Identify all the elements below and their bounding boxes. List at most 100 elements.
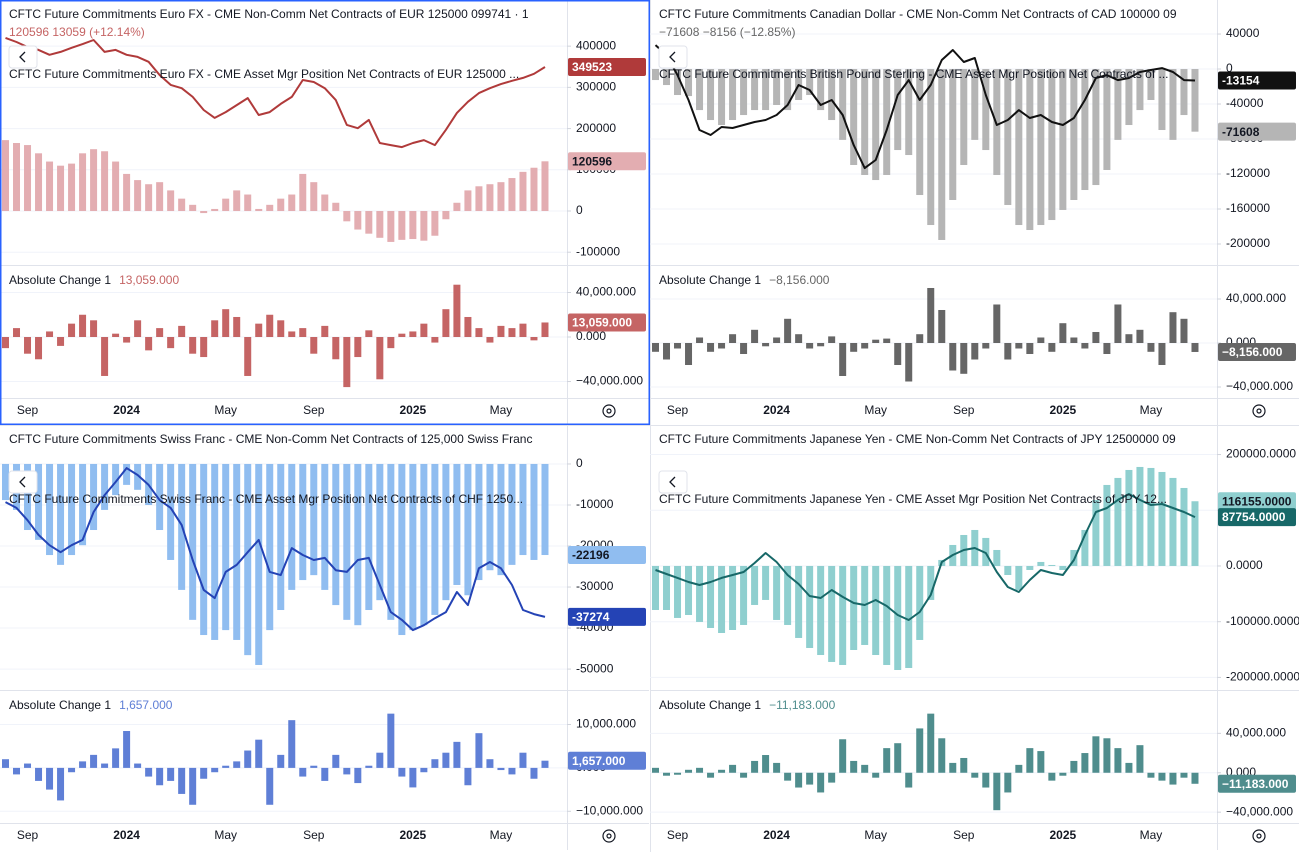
series-title: CFTC Future Commitments Euro FX - CME No… [9, 7, 529, 21]
bar [310, 182, 318, 212]
bar [1136, 69, 1144, 111]
bar [938, 309, 946, 343]
bar [13, 328, 21, 338]
x-tick-label: May [214, 828, 237, 842]
settings-button[interactable] [1252, 404, 1266, 418]
bar [288, 331, 296, 338]
x-tick-label: 2025 [400, 403, 427, 417]
panel-value: −11,183.000 [769, 698, 836, 712]
bar [795, 772, 803, 788]
x-tick-label: May [1140, 828, 1163, 842]
bar [762, 342, 770, 347]
bar [134, 320, 142, 338]
panel-title: Absolute Change 1 [659, 273, 761, 287]
bar [674, 69, 682, 96]
collapse-button[interactable] [8, 470, 38, 494]
bar [387, 713, 395, 768]
bar [398, 767, 406, 777]
bar [431, 211, 439, 236]
settings-button[interactable] [1252, 829, 1266, 843]
bar [486, 184, 494, 212]
bar [2, 140, 10, 212]
bar [387, 211, 395, 242]
bar [1059, 772, 1067, 776]
bar [916, 565, 924, 640]
bar [1092, 331, 1100, 343]
settings-button[interactable] [602, 829, 616, 843]
bar [354, 463, 362, 626]
bar [938, 738, 946, 773]
bar [530, 463, 538, 560]
bar [1169, 477, 1177, 566]
x-tick-label: Sep [667, 403, 689, 417]
bar [244, 750, 252, 768]
bar [453, 741, 461, 768]
bar [773, 69, 781, 105]
bar [442, 463, 450, 601]
line [655, 493, 1196, 621]
bar [982, 342, 990, 349]
y-tick-label: 10,000.000 [576, 717, 636, 731]
collapse-button[interactable] [658, 470, 688, 494]
bar [530, 767, 538, 779]
bar [1180, 772, 1188, 778]
x-tick-label: Sep [953, 828, 975, 842]
x-tick-label: Sep [303, 828, 325, 842]
bar [839, 565, 847, 665]
x-tick-label: May [864, 403, 887, 417]
price-tag-label: 1,657.000 [572, 754, 626, 768]
bar [233, 761, 241, 768]
price-tag-label: 87754.0000 [1222, 510, 1286, 524]
bar [1180, 487, 1188, 566]
bar [453, 463, 461, 585]
price-tag-box [568, 546, 646, 565]
price-tag-box [568, 57, 646, 76]
bar [1125, 69, 1133, 126]
bar [949, 69, 957, 200]
bar [1015, 342, 1023, 349]
bar [993, 772, 1001, 811]
bar [1136, 329, 1144, 343]
collapse-button[interactable] [658, 45, 688, 69]
collapse-button[interactable] [8, 45, 38, 69]
x-tick-label: 2024 [113, 403, 140, 417]
bar [68, 767, 76, 773]
bar [839, 342, 847, 376]
bar [663, 69, 671, 86]
bar [464, 190, 472, 212]
bar [905, 772, 913, 788]
bar [1180, 318, 1188, 343]
bar [1136, 745, 1144, 773]
bar [949, 342, 957, 371]
bar [762, 69, 770, 111]
bar [806, 342, 814, 349]
bar [46, 161, 54, 212]
series-title: CFTC Future Commitments Swiss Franc - CM… [9, 432, 532, 446]
x-tick-label: Sep [17, 403, 39, 417]
price-tag: -37274 [568, 607, 646, 626]
bar [729, 69, 737, 121]
bar [938, 69, 946, 240]
bar [784, 318, 792, 343]
bar [1114, 477, 1122, 566]
bar [1147, 69, 1155, 100]
bar [784, 69, 792, 111]
bar [1092, 499, 1100, 566]
x-tick-label: 2025 [400, 828, 427, 842]
bar [277, 463, 285, 611]
bar-series [652, 69, 1199, 240]
line [654, 44, 1196, 170]
settings-button[interactable] [602, 404, 616, 418]
bar [431, 759, 439, 768]
bar [211, 208, 219, 212]
bar [90, 149, 98, 212]
bar [244, 463, 252, 656]
bar [685, 769, 693, 773]
gear-icon-center [606, 833, 612, 839]
bar [817, 69, 825, 111]
bar [156, 767, 164, 786]
bar [1081, 69, 1089, 191]
bar [1147, 772, 1155, 778]
bar [398, 211, 406, 240]
chevron-icon [669, 51, 676, 63]
